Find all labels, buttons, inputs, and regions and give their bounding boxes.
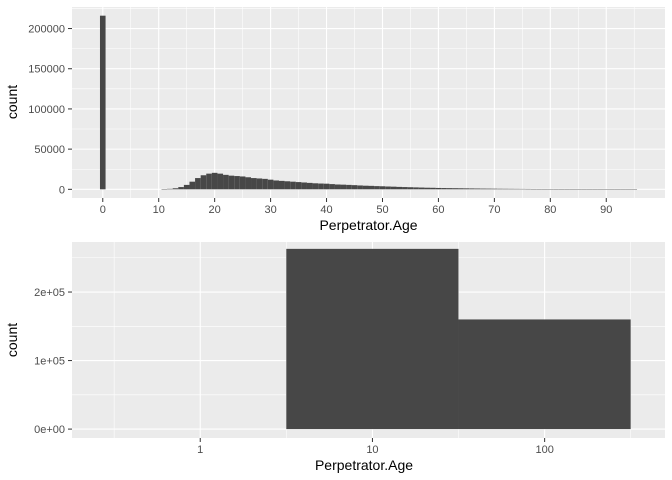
histogram-bar bbox=[295, 182, 302, 190]
histogram-bar bbox=[256, 178, 263, 190]
x-tick-label: 30 bbox=[264, 204, 276, 216]
histogram-bar bbox=[99, 15, 106, 190]
y-tick-label: 200000 bbox=[28, 24, 65, 36]
histogram-bar bbox=[284, 181, 291, 190]
histogram-bar bbox=[200, 175, 207, 190]
histogram-bar bbox=[435, 187, 442, 190]
histogram-bar bbox=[273, 180, 279, 190]
x-tick-label: 1 bbox=[197, 444, 203, 456]
y-axis-title: count bbox=[4, 85, 20, 119]
histogram-bar bbox=[396, 186, 403, 190]
histogram-bar bbox=[418, 187, 425, 190]
histogram-bar bbox=[234, 176, 240, 190]
plot-background bbox=[72, 7, 665, 198]
x-tick-label: 50 bbox=[376, 204, 388, 216]
x-tick-label: 70 bbox=[488, 204, 500, 216]
histogram-bar bbox=[430, 187, 436, 190]
histogram-bar bbox=[424, 187, 431, 190]
histogram-bar bbox=[491, 188, 498, 190]
x-tick-label: 10 bbox=[366, 444, 378, 456]
histogram-linear-panel: 0 10 20 30 40 50 60 70 80 90 0 50000 100000 150000 20… bbox=[4, 7, 665, 233]
x-axis-title: Perpetrator.Age bbox=[319, 217, 417, 233]
histogram-bar bbox=[223, 174, 229, 190]
y-tick-label: 0 bbox=[59, 184, 65, 196]
histogram-bar bbox=[239, 176, 246, 190]
y-tick-label: 50000 bbox=[34, 144, 65, 156]
y-axis-ticks: 0e+00 1e+05 2e+05 bbox=[34, 287, 72, 436]
histogram-bar bbox=[379, 186, 386, 190]
histogram-bar bbox=[502, 188, 509, 190]
histogram-bar bbox=[301, 182, 307, 190]
histogram-bar bbox=[368, 185, 375, 190]
y-tick-label: 0e+00 bbox=[34, 424, 65, 436]
histogram-bar bbox=[357, 185, 363, 190]
histogram-bar bbox=[245, 177, 252, 190]
histogram-bar bbox=[183, 184, 190, 190]
histogram-bar bbox=[485, 188, 492, 190]
histogram-bar bbox=[329, 184, 335, 190]
histogram-bar bbox=[211, 172, 218, 190]
histogram-bars bbox=[99, 15, 638, 190]
histogram-bar bbox=[480, 188, 486, 190]
histogram-bar bbox=[413, 187, 419, 190]
histogram-bar bbox=[195, 178, 201, 190]
histogram-bar bbox=[217, 173, 224, 190]
histogram-bar bbox=[463, 188, 470, 190]
histogram-bar bbox=[362, 185, 369, 190]
y-axis-title: count bbox=[4, 323, 20, 357]
x-tick-label: 80 bbox=[544, 204, 556, 216]
histogram-bar bbox=[262, 178, 268, 190]
histogram-bar bbox=[189, 181, 196, 190]
histogram-bar bbox=[178, 187, 184, 190]
histogram-bar bbox=[474, 188, 481, 190]
histogram-bar bbox=[446, 188, 453, 190]
x-tick-label: 60 bbox=[432, 204, 444, 216]
histogram-bar bbox=[172, 188, 179, 190]
histogram-bar bbox=[497, 188, 503, 190]
y-tick-label: 1e+05 bbox=[34, 356, 65, 368]
histogram-bar bbox=[278, 180, 285, 190]
histogram-bar bbox=[374, 186, 380, 190]
x-tick-label: 90 bbox=[600, 204, 612, 216]
histogram-bar bbox=[334, 184, 341, 190]
histogram-bars bbox=[286, 248, 631, 430]
histogram-bar bbox=[340, 184, 347, 190]
histogram-bar bbox=[351, 185, 358, 190]
y-tick-label: 2e+05 bbox=[34, 287, 65, 299]
histogram-bar bbox=[458, 319, 631, 430]
x-axis-title: Perpetrator.Age bbox=[315, 457, 413, 473]
x-tick-label: 20 bbox=[209, 204, 221, 216]
histogram-bar bbox=[323, 183, 330, 190]
histogram-bar bbox=[206, 173, 212, 190]
x-tick-label: 10 bbox=[153, 204, 165, 216]
histogram-bar bbox=[346, 184, 352, 190]
x-tick-label: 0 bbox=[100, 204, 106, 216]
histogram-bar bbox=[458, 188, 464, 190]
histogram-bar bbox=[469, 188, 475, 190]
histogram-bar bbox=[290, 181, 296, 190]
x-tick-label: 40 bbox=[320, 204, 332, 216]
histogram-bar bbox=[306, 182, 313, 190]
y-tick-label: 150000 bbox=[28, 64, 65, 76]
x-axis-ticks: 1 10 100 bbox=[197, 438, 554, 456]
histogram-bar bbox=[390, 186, 397, 190]
histogram-log-panel: 1 10 100 0e+00 1e+05 2e+05 Perpetrator.Age c… bbox=[4, 242, 665, 473]
x-axis-ticks: 0 10 20 30 40 50 60 70 80 90 bbox=[100, 198, 612, 216]
histogram-bar bbox=[312, 183, 319, 190]
histogram-bar bbox=[318, 183, 324, 190]
x-tick-label: 100 bbox=[535, 444, 553, 456]
histogram-bar bbox=[402, 187, 408, 190]
histogram-bar bbox=[452, 188, 459, 190]
y-axis-ticks: 0 50000 100000 150000 200000 bbox=[28, 24, 72, 196]
histogram-bar bbox=[385, 186, 391, 190]
histogram-bar bbox=[228, 175, 235, 190]
y-tick-label: 100000 bbox=[28, 104, 65, 116]
histogram-bar bbox=[441, 188, 447, 190]
histogram-bar bbox=[267, 179, 274, 190]
histogram-bar bbox=[251, 178, 257, 190]
histogram-bar bbox=[407, 187, 414, 190]
histogram-bar bbox=[286, 248, 459, 430]
